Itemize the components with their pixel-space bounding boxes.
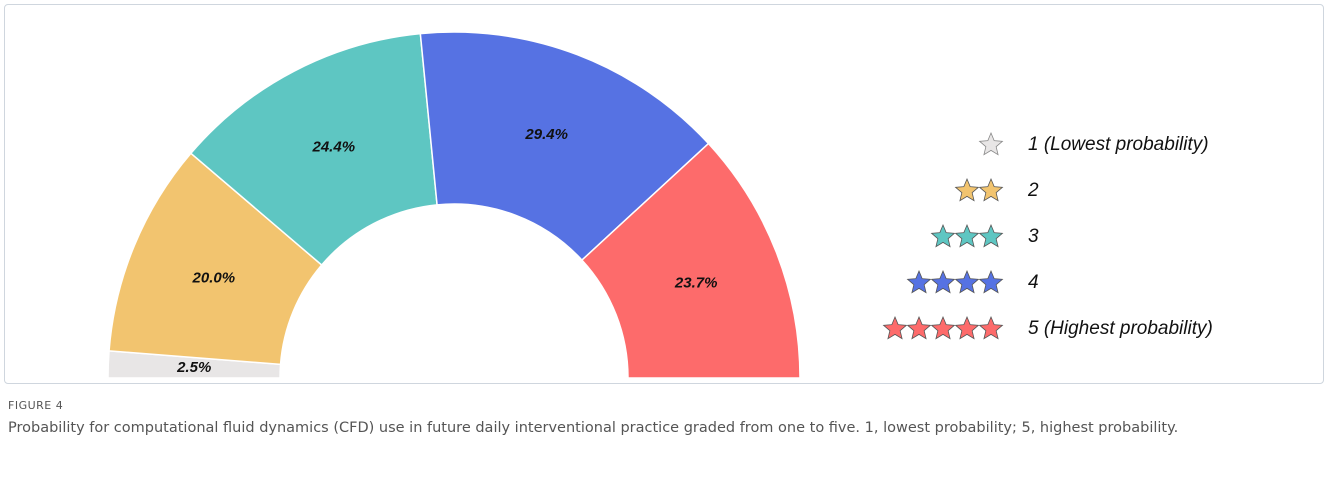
data-label: 20.0%	[192, 269, 236, 286]
legend-star	[882, 315, 908, 340]
data-label: 2.5%	[176, 359, 211, 376]
data-label: 23.7%	[674, 274, 718, 291]
legend-label: 2	[1027, 180, 1039, 201]
figure-frame	[4, 4, 1324, 384]
legend-star	[978, 177, 1004, 202]
legend-star	[906, 269, 932, 294]
legend-label: 5 (Highest probability)	[1028, 318, 1213, 339]
donut-segment	[419, 31, 710, 262]
legend-star	[978, 315, 1004, 340]
legend-star	[978, 269, 1004, 294]
data-label: 29.4%	[524, 126, 568, 143]
legend-star	[930, 269, 956, 294]
legend-star	[954, 223, 980, 248]
chart: 2.5% 20.0% 24.4% 29.4% 23.7% 1 (Lowest probab…	[107, 31, 1213, 379]
donut-segment	[580, 142, 801, 379]
data-label: 24.4%	[312, 138, 356, 155]
donut-segment	[189, 32, 438, 267]
legend-star	[954, 315, 980, 340]
legend-label: 1 (Lowest probability)	[1028, 134, 1209, 155]
legend-star	[954, 177, 980, 202]
legend-star	[978, 223, 1004, 248]
figure-label: FIGURE 4	[8, 399, 64, 412]
legend-star	[978, 131, 1004, 156]
legend-star	[930, 315, 956, 340]
legend-label: 3	[1028, 226, 1039, 247]
legend-star	[930, 223, 956, 248]
legend-star	[954, 269, 980, 294]
legend-label: 4	[1028, 272, 1039, 293]
legend-star	[906, 315, 932, 340]
donut-segment	[108, 152, 323, 366]
caption: Probability for computational fluid dyna…	[8, 420, 1179, 436]
